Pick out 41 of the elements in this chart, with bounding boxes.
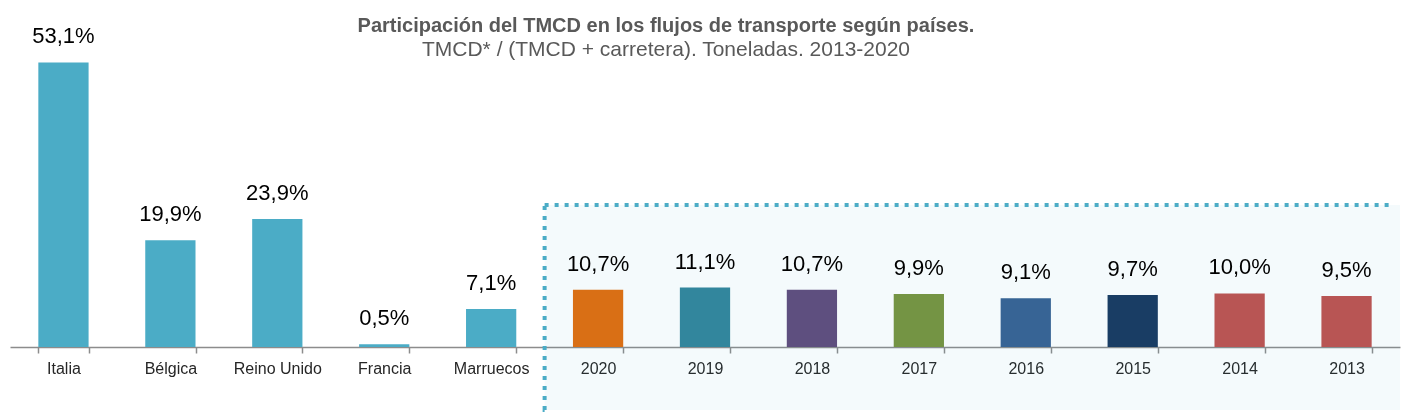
data-label: 10,7% bbox=[780, 250, 844, 276]
bar bbox=[252, 218, 303, 347]
x-tick-label: 2015 bbox=[1115, 359, 1152, 377]
x-tick-label: Reino Unido bbox=[233, 359, 322, 377]
x-tick-label: Marruecos bbox=[453, 359, 530, 377]
x-tick-label: 2017 bbox=[901, 359, 938, 377]
data-label: 0,5% bbox=[359, 305, 410, 331]
data-label: 10,7% bbox=[566, 250, 630, 276]
bar bbox=[572, 289, 624, 347]
bar bbox=[893, 293, 944, 347]
data-label: 11,1% bbox=[674, 248, 736, 274]
data-label: 9,7% bbox=[1107, 256, 1158, 282]
x-tick-label: Francia bbox=[358, 359, 412, 377]
bar bbox=[1214, 293, 1265, 347]
bar bbox=[1000, 298, 1051, 347]
bar bbox=[466, 308, 517, 347]
bar bbox=[145, 240, 196, 347]
x-tick-label: 2014 bbox=[1222, 359, 1259, 377]
data-label: 10,0% bbox=[1208, 254, 1271, 280]
x-tick-label: 2020 bbox=[580, 359, 617, 377]
x-tick-label: 2013 bbox=[1329, 359, 1365, 377]
data-label: 9,5% bbox=[1321, 257, 1372, 283]
x-tick-label: 2018 bbox=[794, 359, 831, 377]
data-label: 7,1% bbox=[466, 269, 517, 295]
chart-title: Participación del TMCD en los flujos de transporte según países. bbox=[357, 14, 975, 36]
data-label: 23,9% bbox=[246, 179, 309, 205]
bar bbox=[38, 62, 89, 347]
x-tick-label: 2019 bbox=[687, 359, 724, 377]
x-tick-label: Italia bbox=[47, 359, 81, 377]
x-tick-label: Bélgica bbox=[144, 359, 198, 377]
bar bbox=[786, 289, 838, 347]
data-label: 53,1% bbox=[32, 23, 95, 49]
bar bbox=[359, 344, 410, 347]
data-label: 19,9% bbox=[139, 201, 202, 227]
chart-subtitle: TMCD* / (TMCD + carretera). Toneladas. 2013-2020 bbox=[421, 37, 911, 60]
data-label: 9,1% bbox=[1000, 259, 1051, 285]
x-tick-label: 2016 bbox=[1008, 359, 1045, 377]
data-label: 9,9% bbox=[893, 254, 944, 280]
bar bbox=[1107, 295, 1158, 347]
bar bbox=[1321, 296, 1372, 347]
bar bbox=[679, 287, 731, 347]
